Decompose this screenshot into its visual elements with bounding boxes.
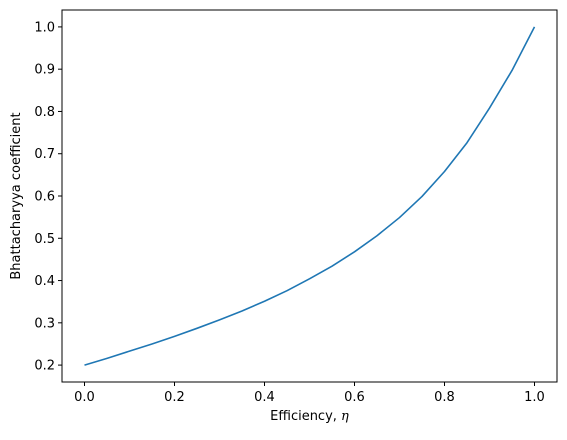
- y-axis-label: Bhattacharyya coefficient: [9, 112, 24, 279]
- y-tick-label: 0.6: [34, 190, 55, 205]
- x-tick-label: 0.6: [344, 390, 365, 405]
- y-tick-label: 0.3: [34, 316, 55, 331]
- y-tick-label: 0.2: [34, 359, 55, 374]
- y-tick-label: 0.5: [34, 232, 55, 247]
- x-axis-label-symbol: η: [341, 409, 349, 424]
- y-tick-label: 0.4: [34, 274, 55, 289]
- series-layer: [84, 26, 536, 366]
- ticks-layer: 0.0 0.2 0.4 0.6 0.8 1.0 0.2 0.3 0.4 0.5 0.6 0.7 0.8 0…: [34, 20, 545, 405]
- y-tick-label: 1.0: [34, 20, 55, 35]
- x-tick-label: 0.2: [164, 390, 185, 405]
- x-tick-label: 0.8: [434, 390, 455, 405]
- plot-frame: [61, 9, 558, 383]
- y-tick-label: 0.9: [34, 63, 55, 78]
- x-tick-label: 0.4: [254, 390, 275, 405]
- y-tick-label: 0.7: [34, 147, 55, 162]
- x-axis-label-text: Efficiency,: [270, 409, 341, 424]
- y-tick-label: 0.8: [34, 105, 55, 120]
- x-tick-label: 0.0: [74, 390, 95, 405]
- series-line-0: [84, 26, 536, 366]
- x-axis-label: Efficiency, η: [270, 409, 349, 424]
- x-tick-label: 1.0: [524, 390, 545, 405]
